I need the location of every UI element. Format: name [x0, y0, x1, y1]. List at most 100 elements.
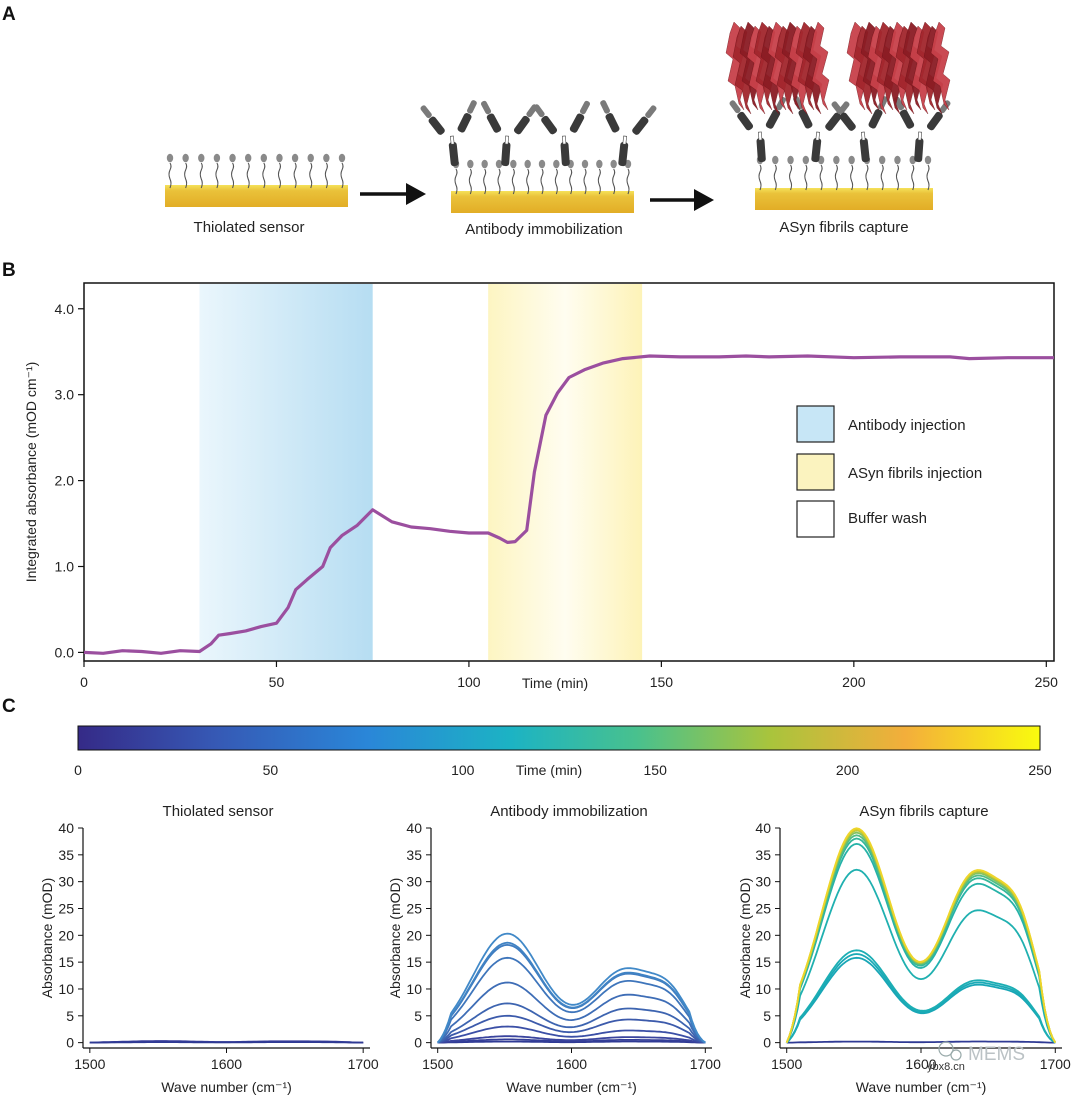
thiol-linker: [484, 169, 486, 194]
x-tick-label: 100: [457, 674, 481, 690]
thiol-head: [481, 160, 487, 169]
x-tick-label: 1700: [348, 1056, 379, 1072]
y-tick-label: 2.0: [55, 473, 75, 489]
antibody-immobilization-illustration: [419, 99, 658, 213]
thiol-linker: [512, 169, 514, 194]
thiol-head: [596, 160, 602, 169]
thiol-head: [848, 156, 854, 165]
figure: A Thiolated sensor Antibody immobilizati…: [0, 0, 1080, 1101]
antibody-icon: [593, 99, 658, 169]
legend-label-buffer: Buffer wash: [848, 510, 927, 527]
thiol-linker: [851, 165, 853, 190]
y-tick-label: 10: [755, 981, 771, 997]
x-tick-label: 1500: [422, 1056, 453, 1072]
thiol-linker: [805, 165, 807, 190]
colorbar-label: Time (min): [516, 762, 582, 778]
step-label-antibody: Antibody immobilization: [465, 221, 623, 238]
y-tick-label: 10: [58, 981, 74, 997]
y-axis-label: Integrated absorbance (mOD cm⁻¹): [23, 362, 39, 583]
thiol-head: [610, 160, 616, 169]
thiol-linker: [278, 163, 280, 188]
spectrum-panel: 05101520253035401500 1600 1700Thiolated se…: [39, 803, 379, 1095]
thiol-head: [198, 154, 204, 163]
thiol-head: [894, 156, 900, 165]
antibody-icon: [786, 95, 851, 165]
thiol-head: [879, 156, 885, 165]
asyn-fibrils-capture-illustration: [726, 22, 952, 210]
thiol-linker: [598, 169, 600, 194]
spectrum-y-label: Absorbance (mOD): [387, 878, 403, 999]
arrow-icon: [650, 189, 714, 211]
thiol-head: [467, 160, 473, 169]
step-label-asyn: ASyn fibrils capture: [779, 219, 908, 236]
thiol-head: [167, 154, 173, 163]
thiol-head: [524, 160, 530, 169]
time-colorbar: [78, 726, 1040, 750]
thiol-head: [182, 154, 188, 163]
thiol-head: [276, 154, 282, 163]
y-tick-label: 15: [406, 954, 422, 970]
thiol-linker: [541, 169, 543, 194]
antibody-injection-region: [199, 284, 372, 660]
arrow-icon: [360, 183, 426, 205]
spectrum-panel: 0 5 10 15 20 25 30 35 40 1500 1600 1700 Antibody imm…: [387, 803, 721, 1095]
thiol-linker: [790, 165, 792, 190]
legend-swatch-antibody: [797, 406, 834, 442]
y-tick-label: 20: [755, 927, 771, 943]
thiol-linker: [570, 169, 572, 194]
x-tick-label: 200: [842, 674, 866, 690]
spectrum-y-label: Absorbance (mOD): [737, 878, 753, 999]
thiol-head: [582, 160, 588, 169]
antibody-icon: [532, 100, 595, 168]
spectrum-title: ASyn fibrils capture: [859, 803, 988, 820]
panel-label-b: B: [2, 260, 16, 281]
y-tick-label: 0: [414, 1035, 422, 1051]
y-tick-label: 35: [406, 847, 422, 863]
thiol-head: [245, 154, 251, 163]
spectrum-x-label: Wave number (cm⁻¹): [856, 1079, 987, 1095]
legend: Antibody injection ASyn fibrils injectio…: [797, 406, 982, 537]
spectrum-title: Antibody immobilization: [490, 803, 648, 820]
colorbar-tick-label: 200: [836, 762, 860, 778]
thiol-head: [787, 156, 793, 165]
y-tick-label: 25: [58, 900, 74, 916]
colorbar-tick-label: 250: [1028, 762, 1052, 778]
x-tick-label: 1500: [74, 1056, 105, 1072]
thiol-linker: [325, 163, 327, 188]
x-tick-label: 1600: [556, 1056, 587, 1072]
y-tick-label: 15: [58, 954, 74, 970]
spectrum-line: [787, 958, 1056, 1043]
thiol-linker: [774, 165, 776, 190]
y-tick-label: 0: [66, 1035, 74, 1051]
fibril-icon: [726, 22, 829, 114]
spectrum-x-label: Wave number (cm⁻¹): [161, 1079, 292, 1095]
thiol-head: [323, 154, 329, 163]
thiol-head: [803, 156, 809, 165]
y-tick-label: 40: [755, 820, 771, 836]
thiol-head: [339, 154, 345, 163]
gold-substrate: [755, 188, 933, 210]
y-tick-label: 1.0: [55, 559, 75, 575]
y-tick-label: 30: [755, 874, 771, 890]
thiol-linker: [627, 169, 629, 194]
thiol-linker: [200, 163, 202, 188]
y-tick-label: 5: [763, 1008, 771, 1024]
thiol-linker: [216, 163, 218, 188]
thiol-linker: [527, 169, 529, 194]
thiol-head: [308, 154, 314, 163]
thiol-linker: [455, 169, 457, 194]
colorbar-tick-label: 100: [451, 762, 475, 778]
colorbar-tick-label: 50: [263, 762, 279, 778]
y-tick-label: 20: [58, 927, 74, 943]
thiol-head: [539, 160, 545, 169]
x-axis-label: Time (min): [522, 675, 588, 691]
thiol-linker: [912, 165, 914, 190]
thiolated-sensor-illustration: [165, 154, 348, 207]
spectrum-x-label: Wave number (cm⁻¹): [506, 1079, 637, 1095]
antibody-icon: [419, 99, 484, 169]
thiol-linker: [247, 163, 249, 188]
y-tick-label: 40: [58, 820, 74, 836]
spectrum-y-label: Absorbance (mOD): [39, 878, 55, 999]
thiol-linker: [294, 163, 296, 188]
